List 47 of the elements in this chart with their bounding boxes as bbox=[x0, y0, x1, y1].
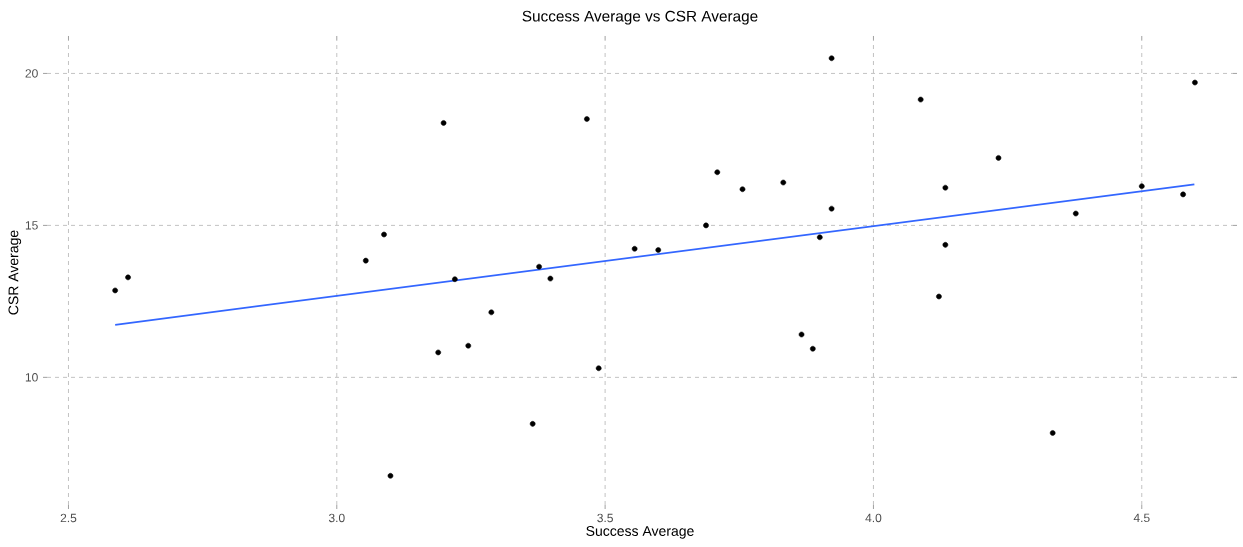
point bbox=[1072, 210, 1079, 217]
point bbox=[703, 222, 709, 229]
point bbox=[828, 205, 835, 212]
x-tick-label: 3.5 bbox=[597, 513, 613, 523]
point bbox=[1049, 430, 1056, 436]
point bbox=[381, 231, 387, 238]
point bbox=[798, 331, 805, 338]
y-tick-label: 10 bbox=[25, 373, 38, 382]
y-tick-label: 15 bbox=[25, 221, 38, 230]
point bbox=[936, 293, 942, 300]
point bbox=[536, 263, 542, 270]
y-tick-label: 20 bbox=[25, 69, 38, 78]
point bbox=[595, 365, 602, 372]
x-tick-label: 4.5 bbox=[1133, 513, 1150, 523]
chart-title: Success Average vs CSR Average bbox=[522, 10, 758, 25]
point bbox=[435, 349, 442, 356]
point bbox=[529, 421, 536, 427]
x-tick-label: 2.5 bbox=[60, 513, 77, 523]
point bbox=[995, 155, 1002, 161]
point bbox=[584, 116, 590, 122]
point bbox=[828, 55, 835, 62]
point bbox=[547, 275, 554, 282]
x-axis-title: Success Average bbox=[586, 526, 694, 539]
x-tick-label: 3.0 bbox=[328, 513, 345, 523]
point bbox=[942, 242, 949, 248]
point bbox=[362, 257, 369, 264]
point bbox=[112, 287, 118, 294]
point bbox=[465, 342, 472, 349]
point bbox=[1138, 183, 1145, 189]
x-tick-label: 4.0 bbox=[865, 513, 882, 523]
point bbox=[816, 234, 823, 241]
point bbox=[739, 186, 746, 193]
point bbox=[440, 120, 447, 126]
point bbox=[125, 274, 131, 281]
point bbox=[780, 179, 787, 186]
point bbox=[387, 473, 394, 479]
point bbox=[917, 96, 924, 103]
point bbox=[488, 309, 495, 316]
point bbox=[631, 245, 638, 252]
point bbox=[1180, 191, 1186, 198]
point bbox=[655, 247, 662, 253]
y-axis-title: CSR Average bbox=[8, 230, 22, 315]
point bbox=[452, 276, 458, 282]
point bbox=[810, 345, 816, 352]
point bbox=[942, 184, 949, 191]
point bbox=[1192, 79, 1198, 86]
point bbox=[714, 169, 721, 176]
